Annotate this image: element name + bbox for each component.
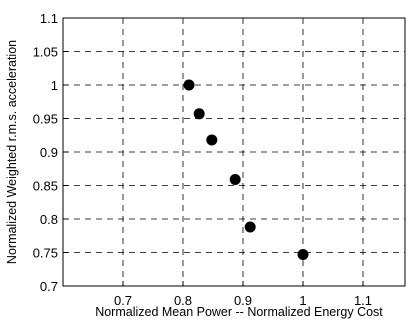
data-point (297, 249, 309, 261)
y-tick-label: 0.95 (33, 112, 58, 127)
data-point (244, 221, 256, 233)
data-point (193, 108, 205, 120)
y-axis-ticks: 0.7 0.75 0.8 0.85 0.9 0.95 1 1.05 1.1 (33, 11, 68, 294)
y-tick-label: 1 (51, 78, 58, 93)
y-tick-label: 0.7 (40, 279, 58, 294)
y-tick-label: 1.1 (40, 11, 58, 26)
x-tick-label: 0.7 (114, 293, 132, 308)
data-point (229, 173, 241, 185)
y-tick-label: 1.05 (33, 45, 58, 60)
y-tick-label: 0.9 (40, 145, 58, 160)
y-axis-label: Normalized Weighted r.m.s. acceleration (5, 40, 19, 264)
data-point (183, 79, 195, 91)
y-tick-label: 0.75 (33, 246, 58, 261)
data-point (206, 134, 218, 146)
x-tick-label: 1.1 (354, 293, 372, 308)
grid-lines (63, 18, 405, 286)
y-tick-label: 0.85 (33, 179, 58, 194)
x-tick-label: 1 (299, 293, 306, 308)
x-axis-ticks: 0.7 0.8 0.9 1 1.1 (114, 281, 372, 308)
x-tick-label: 0.8 (174, 293, 192, 308)
x-axis-label: Normalized Mean Power -- Normalized Ener… (95, 305, 383, 319)
y-tick-label: 0.8 (40, 212, 58, 227)
x-tick-label: 0.9 (234, 293, 252, 308)
data-points (183, 79, 309, 261)
